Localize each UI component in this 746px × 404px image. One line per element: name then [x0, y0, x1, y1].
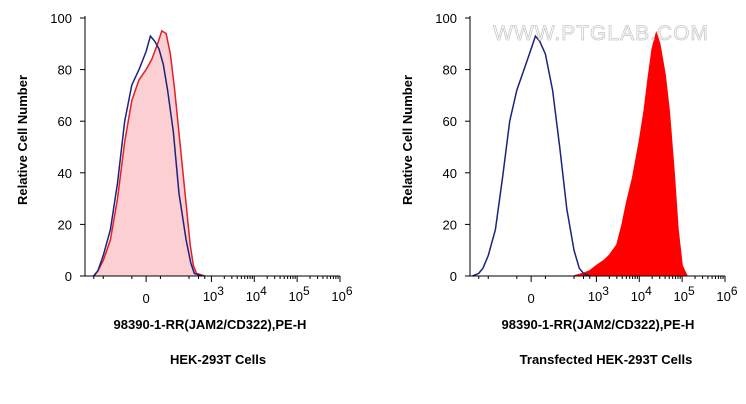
panel-caption: HEK-293T Cells: [170, 352, 266, 367]
y-tick-label: 20: [58, 217, 72, 232]
control-histogram-line: [93, 34, 203, 277]
y-tick-labels: 0 20 40 60 80 100: [435, 11, 457, 284]
y-tick-label: 20: [443, 217, 457, 232]
x-tick-label: 0: [528, 291, 535, 306]
sample-histogram-line: [573, 30, 688, 277]
y-tick-label: 100: [50, 11, 72, 26]
panel-caption: Transfected HEK-293T Cells: [520, 352, 693, 367]
y-tick-labels: 0 20 40 60 80 100: [50, 11, 72, 284]
x-tick-labels: 0 103 104 105 106: [143, 284, 353, 306]
y-tick-label: 40: [443, 166, 457, 181]
axes: [80, 16, 341, 282]
x-tick-label: 106: [331, 284, 352, 304]
x-tick-label: 105: [674, 284, 695, 304]
x-tick-label: 0: [143, 291, 150, 306]
axes: [465, 16, 726, 282]
y-tick-label: 80: [443, 63, 457, 78]
y-tick-label: 80: [58, 63, 72, 78]
y-axis-title: Relative Cell Number: [15, 75, 30, 205]
y-tick-label: 60: [443, 114, 457, 129]
x-tick-labels: 0 103 104 105 106: [528, 284, 738, 306]
histogram-panel-hek293t: 0 20 40 60 80 100 0 103 104 105 106 Rela…: [15, 11, 353, 367]
x-tick-label: 103: [203, 284, 224, 304]
y-tick-label: 40: [58, 166, 72, 181]
x-tick-label: 103: [588, 284, 609, 304]
x-tick-label: 106: [716, 284, 737, 304]
y-axis-title: Relative Cell Number: [400, 75, 415, 205]
x-axis-title: 98390-1-RR(JAM2/CD322),PE-H: [502, 317, 695, 332]
sample-histogram-area: [574, 33, 687, 276]
control-histogram-line: [472, 34, 591, 277]
x-tick-label: 104: [246, 284, 267, 304]
plot-area: [472, 30, 688, 277]
y-tick-label: 0: [450, 269, 457, 284]
plot-area: [93, 29, 206, 277]
watermark: WWW.PTGLAB.COM: [493, 22, 709, 45]
x-axis-title: 98390-1-RR(JAM2/CD322),PE-H: [114, 317, 307, 332]
y-tick-label: 0: [65, 269, 72, 284]
x-tick-label: 104: [631, 284, 652, 304]
sample-histogram-line: [93, 29, 206, 277]
histogram-panel-transfected: 0 20 40 60 80 100 0 103 104 105 106 Rela…: [400, 11, 738, 367]
y-tick-label: 100: [435, 11, 457, 26]
x-tick-label: 105: [289, 284, 310, 304]
y-tick-label: 60: [58, 114, 72, 129]
sample-histogram-area: [93, 30, 205, 277]
